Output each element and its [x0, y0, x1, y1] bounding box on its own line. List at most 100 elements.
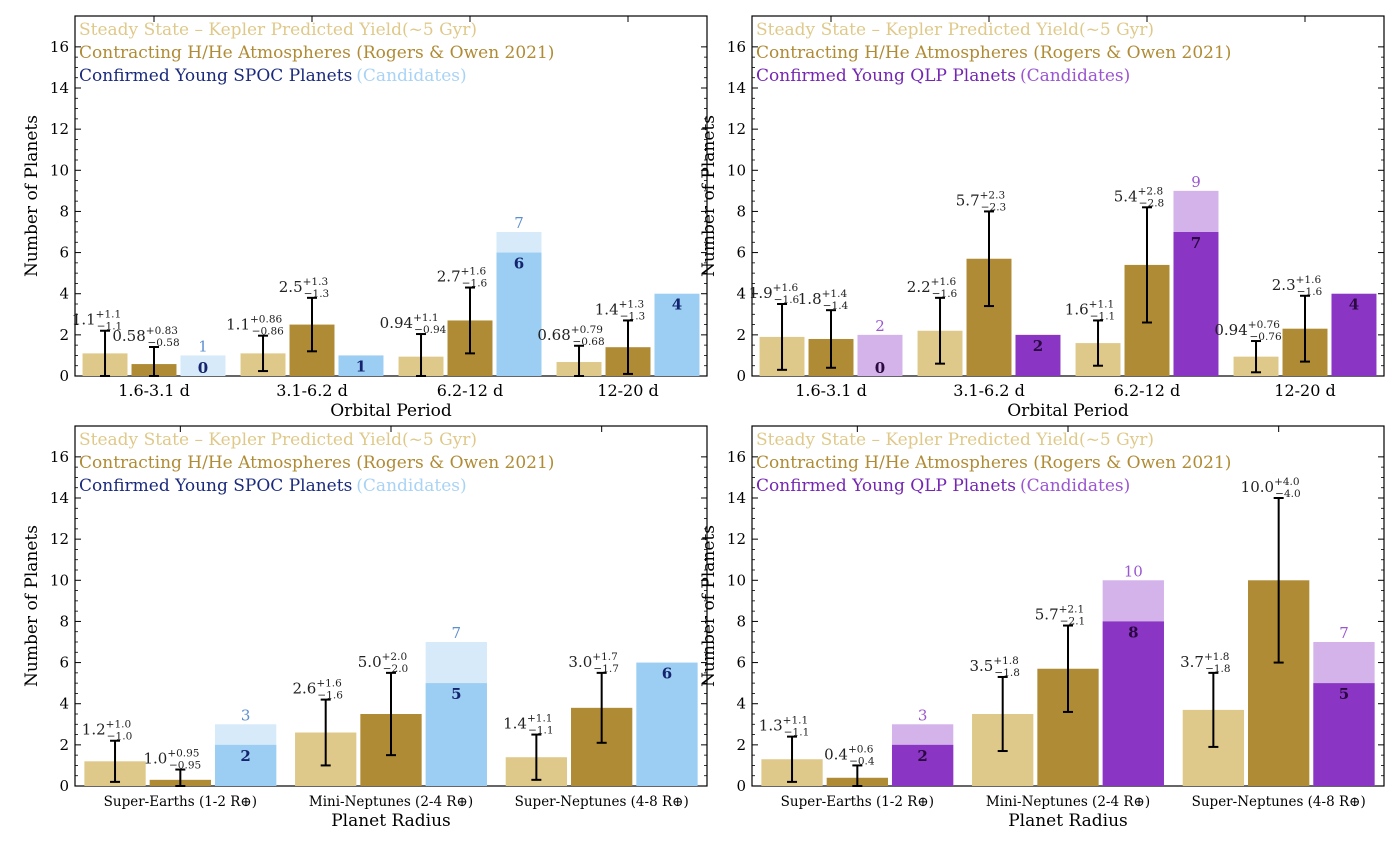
x-axis-label: Planet Radius: [331, 811, 451, 831]
legend-candidates-label: (Candidates): [356, 476, 466, 496]
value-label-upper-error: +1.1: [1089, 298, 1115, 310]
value-label-main: 1.8: [798, 290, 822, 308]
candidate-count-label: 3: [241, 706, 251, 724]
value-label-main: 5.7: [1035, 606, 1059, 624]
value-label-main: 1.9: [749, 284, 773, 302]
candidate-count-label: 9: [1191, 173, 1201, 191]
x-tick-label: 1.6-3.1 d: [795, 381, 867, 400]
value-label-lower-error: −1.6: [462, 278, 488, 290]
value-label: 5.4+2.8 −2.8: [1114, 185, 1164, 209]
value-label-main: 3.7: [1180, 653, 1204, 671]
value-label-lower-error: −1.6: [317, 690, 343, 702]
value-label-main: 5.0: [358, 653, 382, 671]
value-label-main: 2.2: [907, 278, 931, 296]
value-label: 1.3+1.1 −1.1: [759, 715, 809, 739]
legend-confirmed: Confirmed Young SPOC Planets (Candidates): [79, 476, 467, 496]
value-label-main: 1.4: [595, 300, 619, 318]
value-label-lower-error: −2.1: [1060, 616, 1086, 628]
y-tick-label: 12: [727, 120, 746, 138]
value-label: 5.7+2.1 −2.1: [1035, 604, 1085, 628]
candidate-count-label: 2: [875, 317, 885, 335]
confirmed-count-label: 6: [662, 665, 672, 683]
x-tick-label: Super-Neptunes (4-8 R⊕): [515, 794, 689, 810]
y-axis-label: Number of Planets: [22, 525, 42, 687]
legend-contracting: Contracting H/He Atmospheres (Rogers & O…: [79, 43, 554, 63]
value-label: 5.0+2.0 −2.0: [358, 651, 408, 675]
candidate-count-label: 7: [452, 624, 462, 642]
confirmed-count-label: 2: [917, 747, 927, 765]
legend-confirmed: Confirmed Young QLP Planets (Candidates): [756, 66, 1130, 86]
confirmed-count-label: 4: [672, 296, 682, 314]
value-label: 1.8+1.4 −1.4: [798, 288, 849, 312]
value-label-lower-error: −0.94: [414, 324, 446, 336]
legend-confirmed: Confirmed Young QLP Planets (Candidates): [756, 476, 1130, 496]
value-label-lower-error: −0.86: [252, 326, 284, 338]
value-label-upper-error: +1.3: [303, 276, 329, 288]
y-tick-label: 0: [736, 777, 746, 795]
x-axis-label: Orbital Period: [1007, 401, 1129, 421]
value-label-upper-error: +1.1: [527, 713, 553, 725]
value-label-upper-error: +1.1: [96, 309, 122, 321]
chart-panel-4: 0 2 4 6 8 10 12 14 16 Number of Planets Planet Rad…: [699, 425, 1385, 831]
value-label-upper-error: +2.3: [980, 189, 1006, 201]
y-tick-label: 14: [727, 79, 746, 97]
legend-contracting: Contracting H/He Atmospheres (Rogers & O…: [756, 43, 1231, 63]
confirmed-count-label: 5: [1339, 685, 1349, 703]
y-tick-label: 6: [59, 244, 69, 262]
value-label-upper-error: +2.8: [1138, 185, 1164, 197]
value-label: 2.7+1.6 −1.6: [437, 266, 488, 290]
value-label-main: 1.2: [82, 721, 106, 739]
value-label-lower-error: −0.95: [169, 760, 201, 772]
value-label-upper-error: +1.7: [592, 651, 618, 663]
value-label: 0.68+0.79 −0.68: [537, 324, 604, 348]
confirmed-count-label: 2: [240, 747, 250, 765]
value-label-upper-error: +0.6: [848, 743, 874, 755]
value-label-main: 10.0: [1241, 478, 1274, 496]
value-label-main: 5.4: [1114, 187, 1138, 205]
y-tick-label: 12: [50, 120, 69, 138]
value-label-lower-error: −0.76: [1249, 331, 1281, 343]
value-label-main: 0.94: [380, 314, 413, 332]
value-label-upper-error: +1.4: [822, 288, 848, 300]
value-label: 2.3+1.6 −1.6: [1272, 274, 1323, 298]
y-tick-label: 4: [736, 285, 746, 303]
value-label: 3.0+1.7 −1.7: [568, 651, 618, 675]
value-label: 0.58+0.83 −0.58: [112, 325, 179, 349]
legend-steady: Steady State – Kepler Predicted Yield(~5…: [756, 20, 1154, 40]
x-tick-label: Mini-Neptunes (2-4 R⊕): [986, 794, 1150, 810]
x-tick-label: 6.2-12 d: [437, 381, 504, 400]
value-label: 1.1+0.86 −0.86: [226, 314, 284, 338]
value-label-upper-error: +1.6: [1296, 274, 1322, 286]
candidates-bar: [857, 334, 903, 376]
value-label-main: 1.3: [759, 717, 783, 735]
y-tick-label: 14: [50, 79, 69, 97]
candidate-count-label: 7: [514, 214, 524, 232]
confirmed-bar: [1173, 232, 1219, 376]
y-tick-label: 6: [59, 654, 69, 672]
value-label-lower-error: −1.8: [1205, 663, 1231, 675]
value-label-main: 1.4: [503, 715, 527, 733]
y-tick-label: 4: [59, 285, 69, 303]
value-label-main: 3.0: [568, 653, 592, 671]
y-tick-label: 8: [59, 202, 69, 220]
value-label-lower-error: −2.3: [981, 201, 1007, 213]
value-label-upper-error: +0.95: [167, 748, 199, 760]
value-label: 5.7+2.3 −2.3: [956, 189, 1006, 213]
value-label-upper-error: +0.86: [250, 314, 282, 326]
value-label-main: 2.7: [437, 268, 461, 286]
confirmed-count-label: 1: [356, 357, 366, 375]
y-tick-label: 10: [50, 161, 69, 179]
value-label-lower-error: −1.6: [932, 288, 958, 300]
x-tick-label: 12-20 d: [1274, 381, 1335, 400]
y-tick-label: 16: [50, 38, 69, 56]
x-tick-label: 3.1-6.2 d: [953, 381, 1025, 400]
candidate-count-label: 3: [918, 706, 928, 724]
y-tick-label: 2: [59, 326, 69, 344]
value-label-main: 2.5: [279, 278, 303, 296]
y-tick-label: 8: [59, 612, 69, 630]
y-tick-label: 6: [736, 244, 746, 262]
plot-frame: [751, 15, 1385, 377]
legend-steady: Steady State – Kepler Predicted Yield(~5…: [79, 20, 477, 40]
legend-confirmed: Confirmed Young SPOC Planets (Candidates): [79, 66, 467, 86]
value-label-lower-error: −0.68: [572, 336, 604, 348]
